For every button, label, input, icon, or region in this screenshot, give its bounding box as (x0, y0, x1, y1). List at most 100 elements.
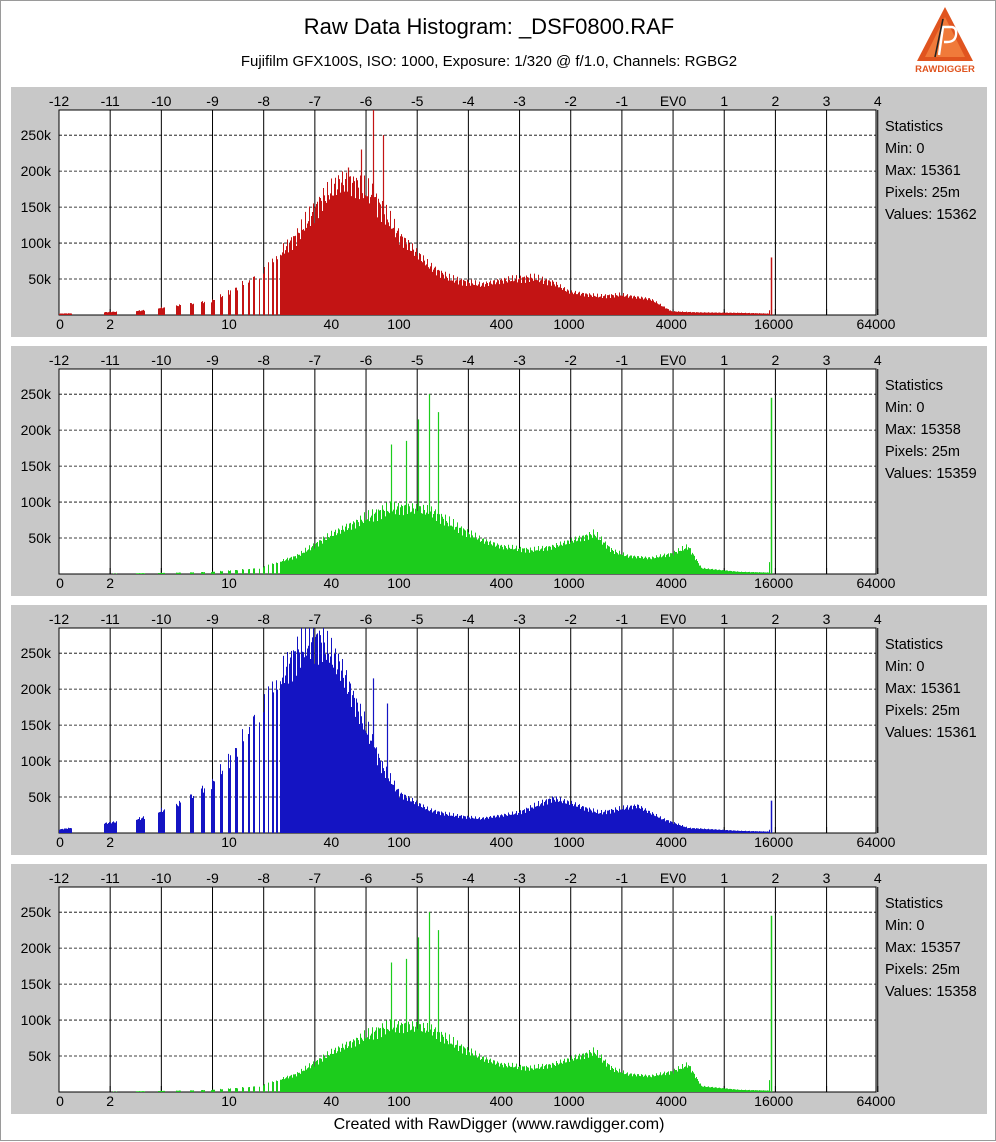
ev-tick-label: -2 (564, 93, 577, 109)
y-tick-label: 50k (28, 789, 52, 805)
ev-tick-label: -3 (513, 870, 526, 886)
ev-tick-label: -1 (616, 870, 629, 886)
ev-tick-label: 3 (823, 870, 831, 886)
ev-tick-label: -6 (360, 352, 373, 368)
ev-tick-label: -1 (616, 352, 629, 368)
ev-tick-label: -12 (49, 352, 69, 368)
statistics-label: Statistics (885, 119, 943, 135)
y-tick-label: 50k (28, 530, 52, 546)
ev-tick-label: -8 (257, 352, 270, 368)
ev-tick-label: 1 (720, 93, 728, 109)
plot-area (58, 627, 877, 834)
stat-min: Min: 0 (885, 141, 925, 157)
footer-credit: Created with RawDigger (www.rawdigger.co… (333, 1116, 665, 1133)
x-tick-label: 100 (387, 575, 411, 591)
ev-tick-label: -7 (309, 611, 322, 627)
ev-tick-label: 1 (720, 870, 728, 886)
ev-tick-label: -11 (101, 870, 120, 886)
x-tick-label: 4000 (656, 1093, 687, 1109)
ev-tick-label: -2 (564, 352, 577, 368)
ev-tick-label: -4 (462, 93, 475, 109)
x-tick-label: 4000 (656, 834, 687, 850)
x-tick-label: 400 (490, 834, 514, 850)
ev-tick-label: -5 (411, 93, 424, 109)
stat-min: Min: 0 (885, 400, 925, 416)
x-tick-label: 2 (106, 316, 114, 332)
stat-pixels: Pixels: 25m (885, 703, 960, 719)
x-tick-label: 64000 (857, 1093, 896, 1109)
ev-tick-label: -4 (462, 611, 475, 627)
stat-max: Max: 15361 (885, 681, 961, 697)
stat-min: Min: 0 (885, 659, 925, 675)
x-tick-label: 4000 (656, 316, 687, 332)
ev-tick-label: 4 (874, 352, 882, 368)
x-tick-label: 100 (387, 834, 411, 850)
histogram-bars (59, 628, 773, 833)
stat-values: Values: 15358 (885, 984, 977, 1000)
x-tick-label: 1000 (553, 834, 584, 850)
y-tick-label: 250k (21, 904, 52, 920)
x-tick-label: 4000 (656, 575, 687, 591)
y-tick-label: 250k (21, 386, 52, 402)
y-tick-label: 200k (21, 681, 52, 697)
ev-tick-label: 1 (720, 352, 728, 368)
x-tick-label: 40 (324, 1093, 340, 1109)
ev-tick-label: 4 (874, 611, 882, 627)
ev-tick-label: -8 (257, 611, 270, 627)
ev-tick-label: -5 (411, 870, 424, 886)
x-tick-label: 40 (324, 316, 340, 332)
x-tick-label: 1000 (553, 316, 584, 332)
x-tick-label: 100 (387, 1093, 411, 1109)
x-tick-label: 2 (106, 834, 114, 850)
ev-tick-label: -12 (49, 93, 69, 109)
ev-tick-label: -6 (360, 870, 373, 886)
x-tick-label: 400 (490, 1093, 514, 1109)
x-tick-label: 10 (221, 575, 237, 591)
x-tick-label: 0 (56, 1093, 64, 1109)
ev-tick-label: -1 (616, 611, 629, 627)
ev-tick-label: EV0 (660, 870, 687, 886)
ev-tick-label: -9 (206, 93, 219, 109)
ev-tick-label: -10 (151, 611, 171, 627)
logo-text: RAWDIGGER (915, 64, 975, 75)
ev-tick-label: -9 (206, 352, 219, 368)
histogram-bars (113, 912, 773, 1092)
ev-tick-label: EV0 (660, 611, 687, 627)
stat-min: Min: 0 (885, 918, 925, 934)
ev-tick-label: -3 (513, 93, 526, 109)
histogram-bars (59, 110, 773, 315)
stat-max: Max: 15358 (885, 422, 961, 438)
rawdigger-logo-icon: RAWDIGGER (915, 7, 975, 75)
ev-tick-label: -10 (151, 870, 171, 886)
stat-pixels: Pixels: 25m (885, 444, 960, 460)
stat-max: Max: 15357 (885, 940, 961, 956)
ev-tick-label: 2 (772, 93, 780, 109)
x-tick-label: 40 (324, 575, 340, 591)
chart-subtitle: Fujifilm GFX100S, ISO: 1000, Exposure: 1… (240, 53, 738, 70)
y-tick-label: 50k (28, 1048, 52, 1064)
x-tick-label: 16000 (754, 575, 793, 591)
y-tick-label: 150k (21, 458, 52, 474)
ev-tick-label: -11 (101, 352, 120, 368)
x-tick-label: 10 (221, 834, 237, 850)
x-tick-label: 0 (56, 316, 64, 332)
stat-values: Values: 15362 (885, 207, 977, 223)
ev-tick-label: 3 (823, 93, 831, 109)
x-tick-label: 0 (56, 834, 64, 850)
ev-tick-label: -11 (101, 611, 120, 627)
x-tick-label: 64000 (857, 575, 896, 591)
ev-tick-label: -9 (206, 611, 219, 627)
ev-tick-label: -10 (151, 352, 171, 368)
ev-tick-label: -4 (462, 870, 475, 886)
y-tick-label: 150k (21, 717, 52, 733)
ev-tick-label: -5 (411, 352, 424, 368)
y-tick-label: 200k (21, 940, 52, 956)
ev-tick-label: -2 (564, 870, 577, 886)
ev-tick-label: 2 (772, 611, 780, 627)
ev-tick-label: -6 (360, 611, 373, 627)
